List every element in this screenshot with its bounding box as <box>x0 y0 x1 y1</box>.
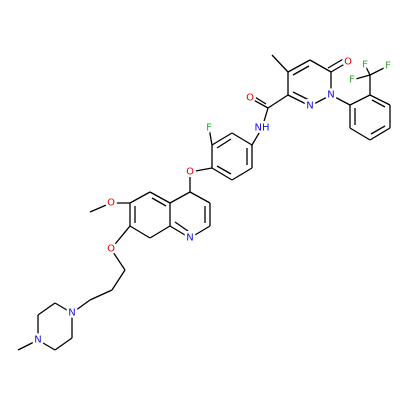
atom-label: F <box>362 60 368 71</box>
bonds <box>17 54 391 351</box>
atom-label: N <box>34 335 41 346</box>
atom-label: O <box>107 198 115 209</box>
atom-label: F <box>206 123 212 134</box>
atom-labels: O F F F N N O NH F O O O N N N <box>32 54 394 348</box>
atom-label: N <box>68 308 75 319</box>
atom-label: O <box>186 167 194 178</box>
atom-label: N <box>186 233 193 244</box>
atom-label: N <box>306 101 313 112</box>
atom-label: F <box>385 61 391 72</box>
atom-label: O <box>246 93 254 104</box>
atom-label: NH <box>255 123 270 134</box>
atom-label: O <box>344 57 352 68</box>
atom-label: O <box>107 244 115 255</box>
atom-label: F <box>349 75 355 86</box>
atom-label: N <box>327 90 334 101</box>
